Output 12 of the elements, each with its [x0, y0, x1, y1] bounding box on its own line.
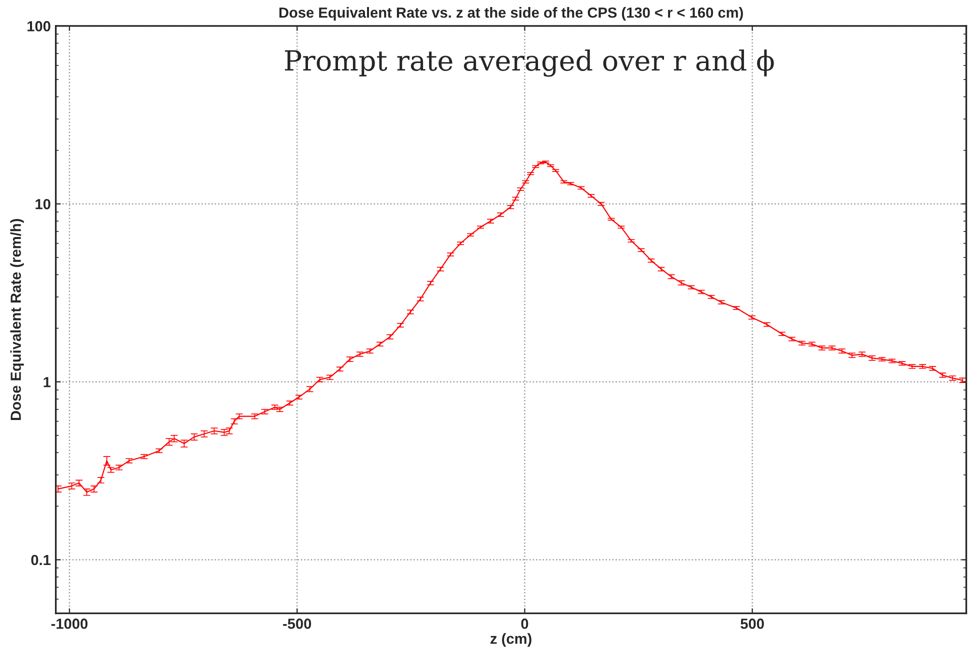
chart-title: Dose Equivalent Rate vs. z at the side of the CPS (130 < r < 160 cm) — [279, 7, 743, 21]
x-tick-label: -1000 — [51, 618, 88, 629]
y-tick-label: 1 — [44, 377, 51, 388]
annotation: Prompt rate averaged over r and ϕ — [284, 49, 774, 77]
x-axis-title: z (cm) — [490, 633, 532, 647]
x-tick-label: 0 — [521, 618, 528, 629]
y-axis-title: Dose Equivalent Rate (rem/h) — [10, 219, 24, 420]
x-tick-label: -500 — [283, 618, 312, 629]
x-tick-label: 500 — [740, 618, 764, 629]
y-tick-label: 0.1 — [31, 554, 51, 566]
y-tick-label: 10 — [36, 198, 50, 210]
y-tick-label: 100 — [28, 21, 50, 32]
